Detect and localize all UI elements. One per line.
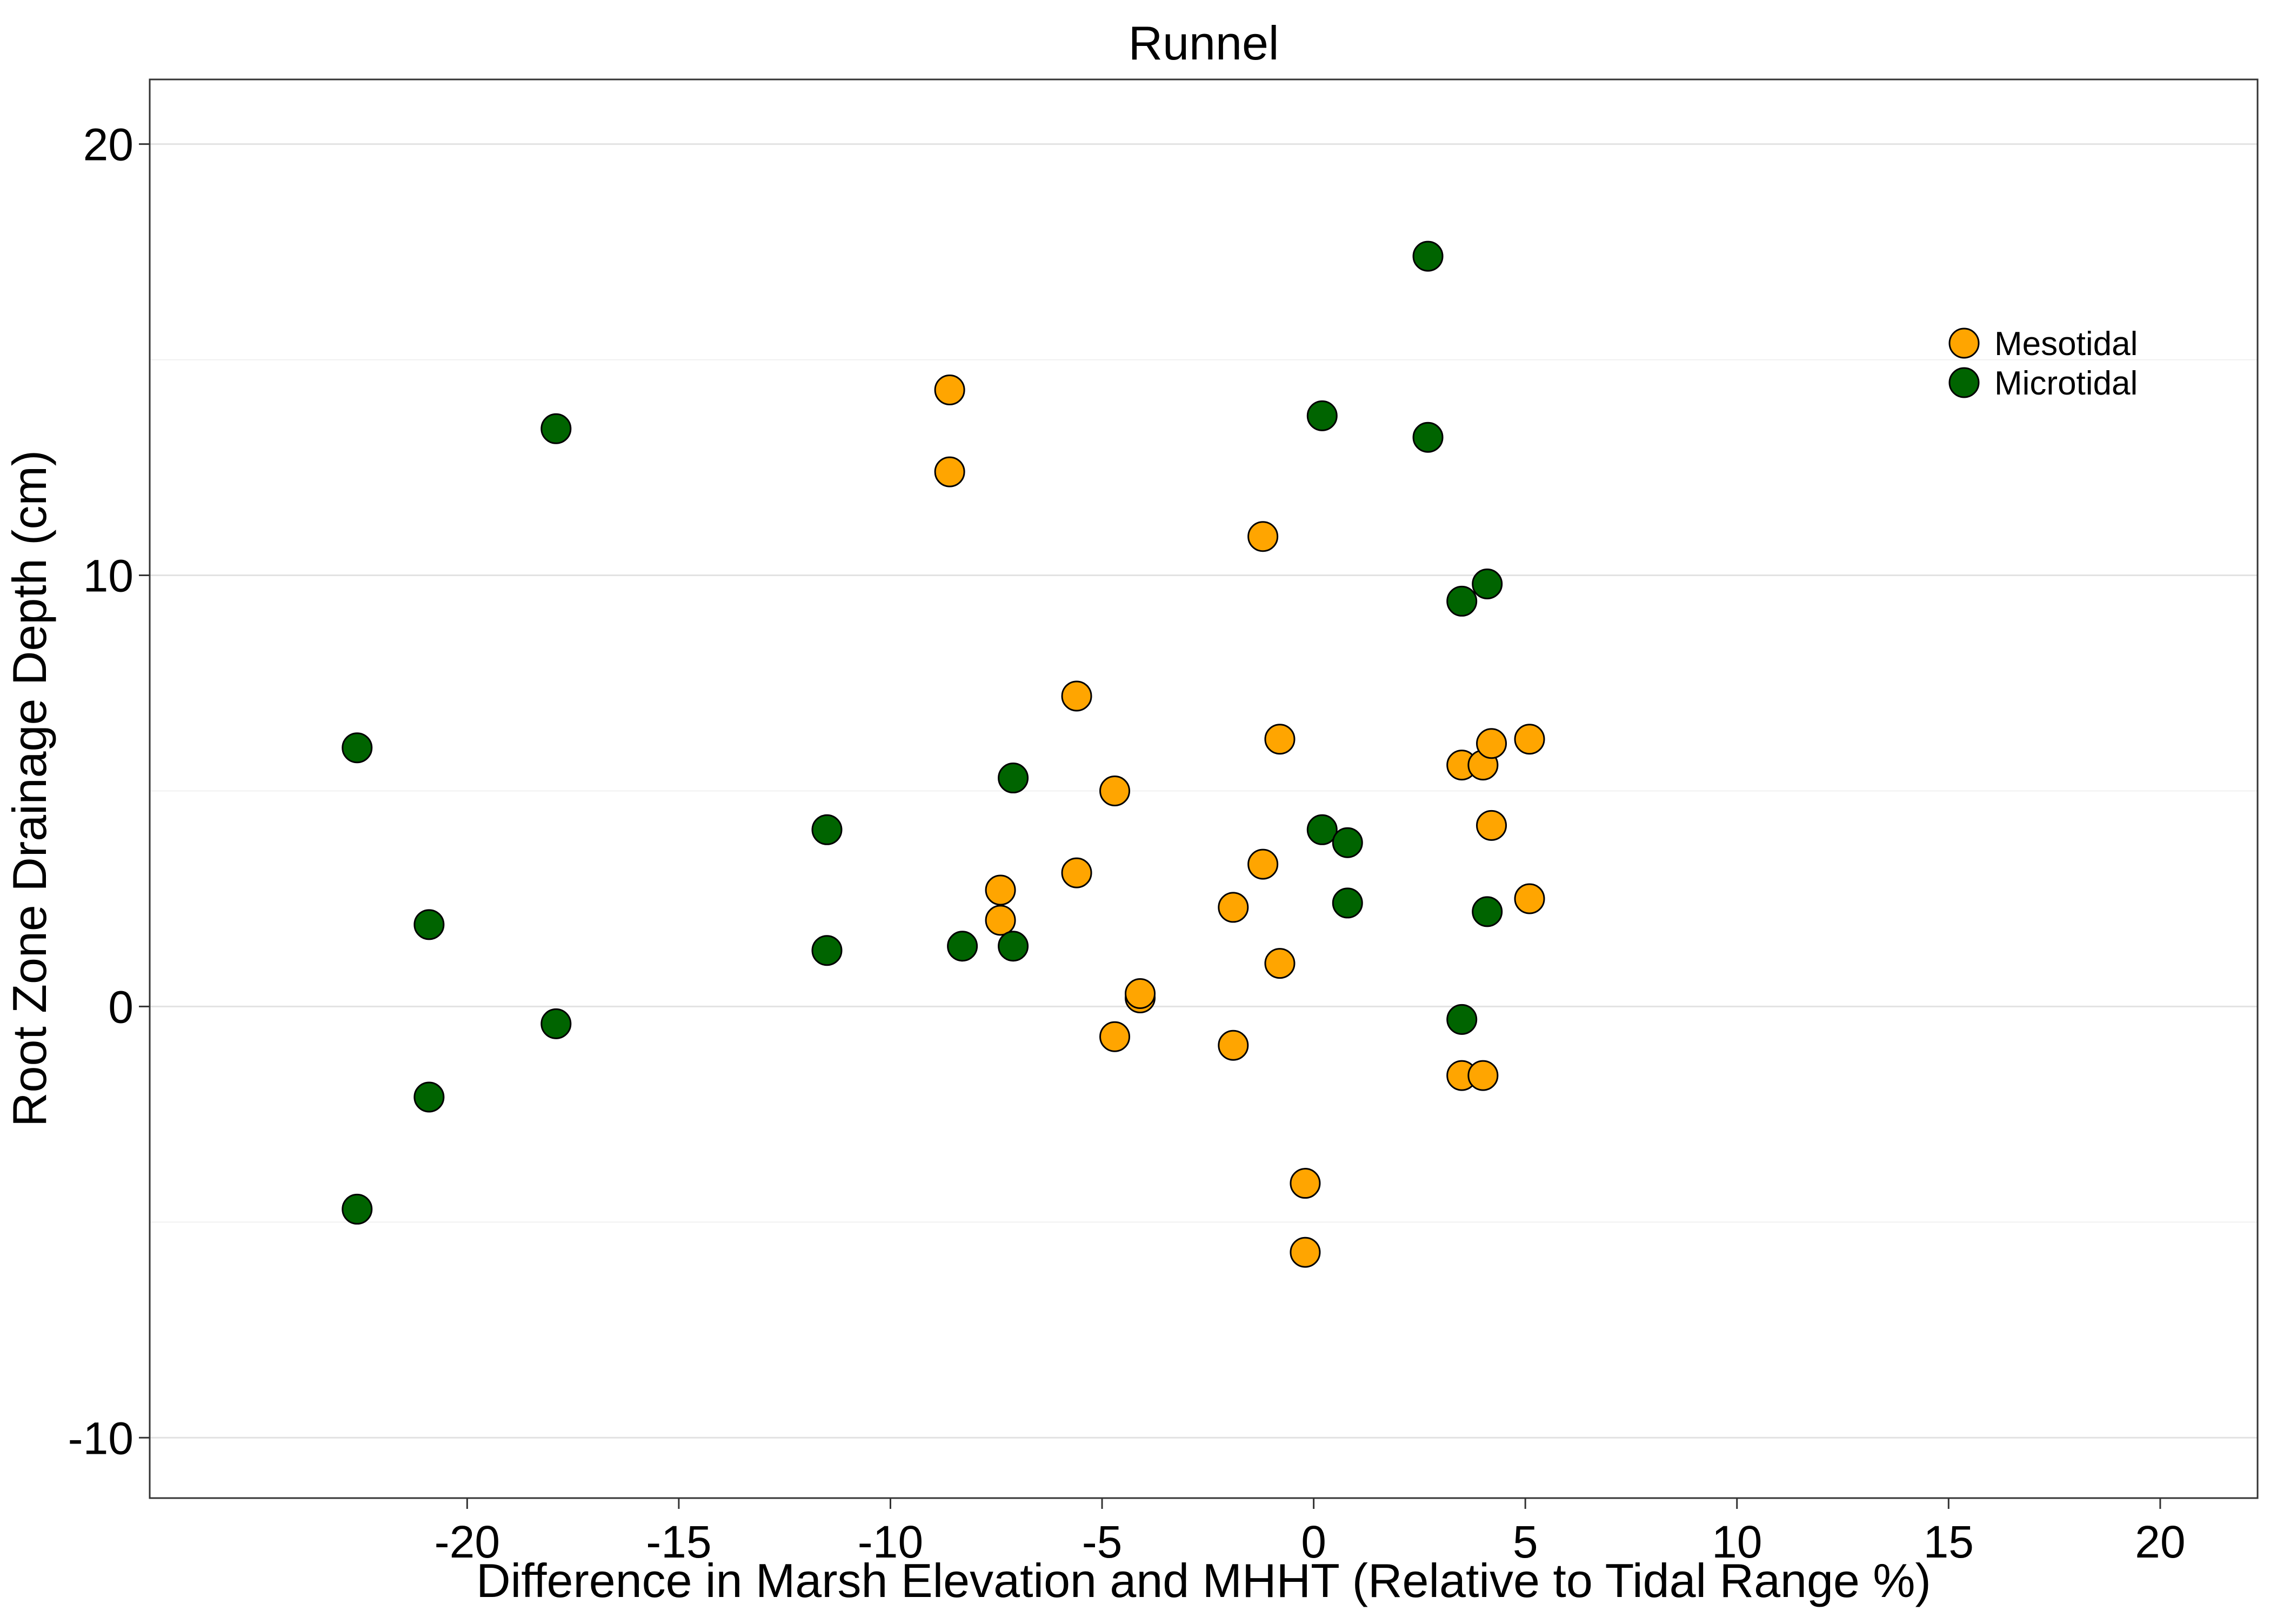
data-point-mesotidal [1264,948,1296,979]
data-point-mesotidal [934,456,965,487]
data-point-mesotidal [985,874,1016,906]
data-point-microtidal [998,763,1029,794]
data-point-mesotidal [1125,978,1156,1009]
data-point-microtidal [540,413,572,444]
data-point-microtidal [1332,827,1363,858]
data-point-microtidal [1446,1004,1478,1035]
data-point-mesotidal [1264,724,1296,755]
grid-lines [150,143,2258,1439]
x-axis-title: Difference in Marsh Elevation and MHHT (… [476,1554,1931,1607]
chart-title: Runnel [1129,16,1279,70]
data-point-mesotidal [1218,1030,1249,1061]
data-point-mesotidal [1476,728,1507,759]
legend-label: Mesotidal [1994,325,2138,363]
data-point-microtidal [1306,400,1338,431]
data-point-microtidal [1472,569,1503,600]
x-tick-label: 15 [1924,1516,1974,1567]
y-axis-title: Root Zone Drainage Depth (cm) [3,450,56,1127]
x-tick-label: 0 [1301,1516,1326,1567]
data-point-mesotidal [1247,848,1279,880]
x-tick-label: 5 [1513,1516,1538,1567]
legend-label: Microtidal [1994,365,2138,402]
plot-panel-border [149,78,2259,1499]
x-tick-label: -20 [435,1516,500,1567]
data-point-mesotidal [1099,775,1131,806]
data-point-microtidal [342,732,373,764]
data-point-mesotidal [1099,1021,1131,1052]
legend-key-microtidal [1948,367,1980,398]
data-point-microtidal [1332,887,1363,919]
y-tick-label: 0 [108,981,133,1032]
x-tick-label: -15 [646,1516,711,1567]
data-point-mesotidal [985,905,1016,936]
data-point-mesotidal [1247,521,1279,552]
data-point-microtidal [413,1081,445,1113]
x-tick-label: -5 [1082,1516,1123,1567]
data-point-microtidal [342,1193,373,1225]
data-point-mesotidal [1061,680,1092,712]
data-point-microtidal [811,935,843,966]
x-tick-label: 20 [2135,1516,2185,1567]
data-points [342,240,1545,1268]
data-point-microtidal [540,1008,572,1039]
data-point-microtidal [1472,896,1503,927]
data-point-mesotidal [1467,1060,1499,1091]
data-point-microtidal [1412,422,1444,453]
data-point-microtidal [1446,585,1478,617]
data-point-microtidal [811,814,843,845]
data-point-microtidal [998,931,1029,962]
data-point-mesotidal [1514,883,1545,914]
y-axis: -10 0 10 20 [68,119,150,1463]
data-point-mesotidal [1218,892,1249,923]
y-tick-label: -10 [68,1413,133,1463]
data-point-mesotidal [1290,1237,1321,1268]
data-point-microtidal [1306,814,1338,845]
data-point-mesotidal [1290,1168,1321,1199]
data-point-microtidal [413,909,445,940]
x-tick-label: -10 [858,1516,923,1567]
data-point-mesotidal [934,374,965,405]
y-tick-label: 20 [83,119,133,170]
legend-key-mesotidal [1948,328,1980,359]
data-point-microtidal [1412,240,1444,272]
data-point-mesotidal [1061,857,1092,888]
x-tick-label: 10 [1712,1516,1762,1567]
data-point-microtidal [947,931,978,962]
x-axis: -20 -15 -10 -5 0 5 10 15 20 [435,1498,2186,1567]
data-point-mesotidal [1514,724,1545,755]
data-point-mesotidal [1476,810,1507,841]
y-tick-label: 10 [83,551,133,602]
